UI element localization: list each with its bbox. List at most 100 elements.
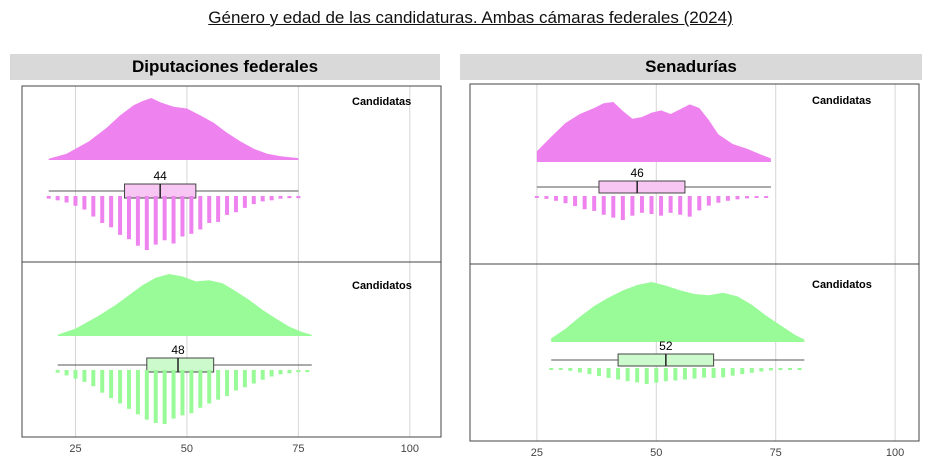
hist-bar-1-26 [797, 368, 802, 370]
tick-label-75: 75 [292, 443, 304, 455]
hist-bar-1-26 [287, 370, 292, 374]
hist-bar-1-20 [233, 370, 238, 391]
hist-bar-1-15 [189, 370, 194, 414]
hist-bar-1-11 [654, 368, 659, 383]
box-1 [146, 357, 215, 373]
box-0 [598, 180, 686, 194]
hist-bar-0-4 [573, 196, 578, 207]
hist-bar-1-7 [118, 370, 123, 404]
tick-label-75: 75 [770, 447, 782, 459]
hist-bar-1-27 [296, 370, 301, 373]
hist-bar-0-22 [745, 196, 750, 199]
hist-bar-0-14 [171, 196, 176, 244]
hist-bar-1-25 [278, 370, 283, 375]
header-diputaciones: Diputaciones federales [10, 54, 440, 80]
hist-bar-0-15 [678, 196, 683, 215]
hist-bar-1-2 [73, 370, 78, 379]
hist-bar-0-19 [716, 196, 721, 203]
hist-bar-1-15 [692, 368, 697, 379]
hist-bar-0-16 [687, 196, 692, 217]
header-senadurias-label: Senadurías [645, 57, 737, 76]
hist-bar-0-20 [725, 196, 730, 201]
hist-bar-0-23 [251, 196, 256, 205]
hist-bar-1-12 [663, 368, 668, 382]
hist-bar-1-8 [126, 370, 131, 409]
hist-bar-0-17 [697, 196, 702, 211]
hist-bar-1-7 [616, 368, 621, 380]
hist-bar-1-16 [198, 370, 203, 408]
hist-bar-0-5 [91, 196, 96, 217]
header-senadurias: Senadurías [460, 54, 922, 80]
hist-bar-0-23 [754, 196, 759, 198]
tick-label-50: 50 [650, 447, 662, 459]
hist-bar-1-5 [596, 368, 601, 376]
hist-bar-1-23 [260, 370, 265, 380]
hist-bar-1-17 [711, 368, 716, 378]
hist-bar-0-24 [260, 196, 265, 202]
hist-bar-0-0 [534, 196, 539, 198]
hist-bar-1-0 [55, 370, 60, 373]
median-label-1: 48 [171, 343, 185, 357]
hist-bar-1-12 [162, 370, 167, 424]
hist-bar-1-17 [207, 370, 212, 404]
hist-bar-1-6 [109, 370, 114, 399]
hist-bar-1-9 [635, 368, 640, 383]
chart-diputaciones: 44 Candidatas 48 Candidatos 25 50 75 100 [21, 85, 442, 455]
tick-label-100: 100 [886, 447, 904, 459]
hist-bar-0-27 [287, 196, 292, 199]
tick-label-100: 100 [401, 443, 419, 455]
hist-bar-0-21 [233, 196, 238, 213]
hist-bar-1-19 [225, 370, 230, 396]
hist-bar-1-24 [778, 368, 783, 370]
hist-bar-1-3 [577, 368, 582, 373]
hist-bar-1-1 [558, 368, 563, 370]
hist-bar-1-18 [216, 370, 221, 400]
median-label-0: 44 [154, 169, 168, 183]
hist-bar-1-22 [759, 368, 764, 372]
tick-label-50: 50 [181, 443, 193, 455]
hist-bar-1-5 [100, 370, 105, 393]
hist-bar-0-14 [668, 196, 673, 213]
hist-bar-0-3 [563, 196, 568, 204]
tick-label-25: 25 [69, 443, 81, 455]
hist-bar-0-25 [269, 196, 274, 201]
hist-bar-1-24 [269, 370, 274, 377]
group-label-candidatos: Candidatos [812, 279, 872, 291]
hist-bar-1-3 [82, 370, 87, 382]
hist-bar-0-21 [735, 196, 740, 200]
hist-bar-0-12 [153, 196, 158, 245]
hist-bar-1-21 [242, 370, 247, 388]
hist-bar-0-26 [278, 196, 283, 199]
hist-bar-0-11 [639, 196, 644, 213]
hist-bar-0-6 [592, 196, 597, 211]
hist-bar-0-13 [659, 196, 664, 216]
hist-bar-0-9 [126, 196, 131, 240]
hist-bar-0-5 [582, 196, 587, 210]
hist-bar-1-21 [749, 368, 754, 373]
hist-bar-1-23 [768, 368, 773, 371]
hist-bar-1-2 [568, 368, 573, 371]
hist-bar-0-24 [764, 196, 769, 198]
hist-bar-0-10 [630, 196, 635, 216]
hist-bar-0-13 [162, 196, 167, 241]
hist-bar-0-18 [706, 196, 711, 206]
hist-bar-1-16 [702, 368, 707, 378]
density-candidatas [48, 98, 299, 160]
hist-bar-0-7 [601, 196, 606, 215]
median-label-0: 46 [631, 166, 645, 180]
group-label-candidatos: Candidatos [352, 280, 412, 292]
hist-bar-1-28 [305, 370, 310, 373]
hist-bar-1-8 [625, 368, 630, 382]
density-candidatas [536, 102, 771, 162]
hist-bar-1-20 [740, 368, 745, 375]
hist-bar-0-1 [544, 196, 549, 199]
hist-bar-1-14 [682, 368, 687, 380]
hist-bar-0-15 [180, 196, 185, 237]
hist-bar-0-11 [144, 196, 149, 250]
hist-bar-1-1 [64, 370, 69, 376]
density-candidatos [551, 282, 805, 342]
hist-bar-1-10 [644, 368, 649, 384]
hist-bar-0-0 [46, 196, 51, 199]
hist-bar-0-16 [189, 196, 194, 234]
hist-bar-0-9 [620, 196, 625, 220]
